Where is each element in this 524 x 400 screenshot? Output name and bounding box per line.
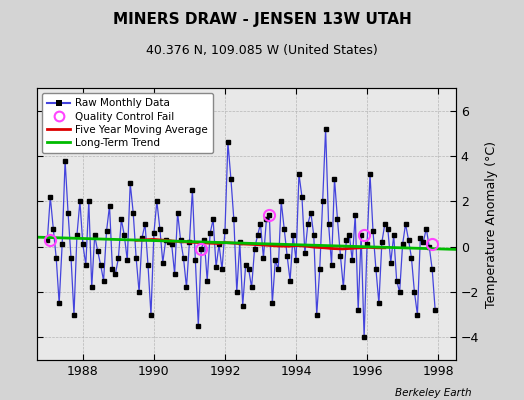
Text: MINERS DRAW - JENSEN 13W UTAH: MINERS DRAW - JENSEN 13W UTAH [113,12,411,27]
Text: Berkeley Earth: Berkeley Earth [395,388,472,398]
Text: 40.376 N, 109.085 W (United States): 40.376 N, 109.085 W (United States) [146,44,378,57]
Legend: Raw Monthly Data, Quality Control Fail, Five Year Moving Average, Long-Term Tren: Raw Monthly Data, Quality Control Fail, … [42,93,213,153]
Y-axis label: Temperature Anomaly (°C): Temperature Anomaly (°C) [485,140,498,308]
